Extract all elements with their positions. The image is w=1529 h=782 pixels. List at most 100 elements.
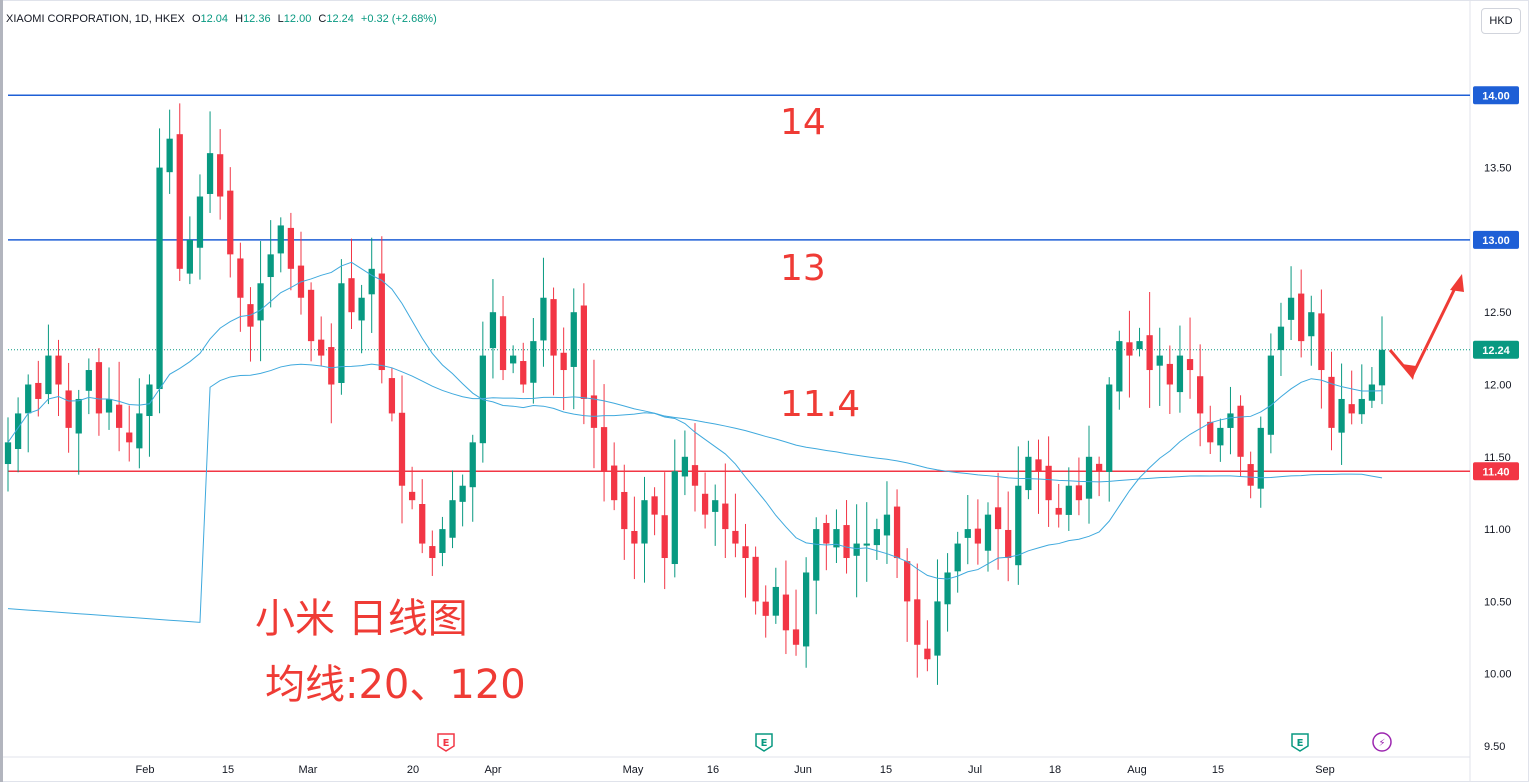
price-label-bg [1473,230,1519,249]
candle-body [237,258,244,298]
annotation-level-11-4: 11.4 [780,384,861,425]
price-label-11.40: 11.40 [1483,466,1510,478]
candle-body [1186,359,1194,371]
candle-body [1136,341,1143,350]
candle-body [196,196,204,248]
candle-body [1015,485,1022,566]
last-price-label: 12.24 [1482,345,1510,357]
candle-body [1197,376,1204,414]
candle-body [1318,313,1325,371]
low-value: 12.00 [283,13,312,25]
candle-body [1005,529,1012,559]
x-tick-label: 20 [407,764,419,776]
currency-button[interactable]: HKD [1481,8,1521,34]
candle-body [55,355,62,385]
candle-body [267,254,274,278]
candle-body [984,514,992,551]
candle-body [1277,326,1285,351]
candle-body [116,404,123,428]
y-tick-label: 13.50 [1484,163,1512,175]
candle-body [227,190,234,255]
x-tick-label: Mar [299,764,318,776]
candle-body [813,529,820,581]
earnings-event-marker[interactable] [437,733,455,752]
candle-body [722,503,729,530]
candle-body [1247,464,1254,486]
candle-body [217,154,224,197]
candle-body [994,507,1002,530]
high-label: H [235,13,244,25]
candle-body [1156,355,1163,366]
candle-body [398,412,406,486]
candle-body [45,355,52,395]
candle-body [318,339,325,356]
x-tick-label: 15 [1212,764,1224,776]
x-tick-label: Aug [1127,764,1147,776]
candle-body [1328,376,1335,428]
event-marker-label: E [443,738,450,749]
x-tick-label: 16 [707,764,719,776]
candle-body [661,515,668,559]
annotation-arrow [1388,281,1460,379]
candle-body [550,299,557,356]
candle-body [499,316,507,371]
close-label: C [318,13,327,25]
candle-body [964,529,971,538]
candle-body [388,378,396,414]
candle-body [1055,507,1062,515]
candle-body [126,432,133,443]
candle-body [1298,293,1305,342]
candle-body [1126,342,1133,356]
x-tick-label: Jul [968,764,982,776]
earnings-event-marker[interactable] [755,733,773,752]
candle-body [368,268,375,295]
candle-body [1095,463,1103,472]
candle-body [378,273,385,371]
lightning-event-icon[interactable] [1372,732,1392,752]
candle-body [631,530,638,544]
candle-body [843,525,850,559]
annotation-chart-title: 小米 日线图 [255,596,468,642]
candle-body [459,485,466,502]
candle-body [156,167,163,390]
candle-body [1075,485,1083,501]
candle-body [530,341,537,383]
candle-body [1368,384,1376,401]
open-label: O [191,13,201,25]
candle-body [732,530,739,544]
candle-body [348,278,355,313]
candle-body [277,225,284,254]
ma-20-line [7,261,1383,580]
symbol-legend: XIAOMI CORPORATION, 1D, HKEX O12.04 H12.… [6,13,437,25]
price-label-bg [1473,462,1519,481]
candle-body [823,523,830,544]
price-label-bg [1473,86,1519,105]
candle-body [328,347,335,385]
candle-body [873,529,880,546]
candle-body [14,413,22,450]
candle-body [1045,465,1052,501]
candle-body [1166,363,1173,385]
candle-body [95,362,103,414]
candle-body [641,500,648,544]
annotation-arrow-tail [1402,364,1416,380]
candle-body [803,572,810,647]
annotation-ma-info: 均线:20、120 [265,662,526,708]
event-marker-label: E [1297,738,1304,749]
annotation-level-14: 14 [780,102,826,143]
ma-120-line [7,363,1383,623]
earnings-event-marker[interactable] [1291,733,1309,752]
annotation-arrow-head [1450,274,1464,292]
candle-body [560,352,567,371]
candle-body [1257,427,1264,489]
candle-body [742,546,749,559]
high-value: 12.36 [243,13,271,25]
candle-body [35,382,42,399]
y-tick-label: 11.00 [1484,524,1511,536]
candle-body [600,427,608,472]
x-tick-label: 15 [222,764,234,776]
candle-body [762,601,769,616]
candle-body [621,491,628,530]
